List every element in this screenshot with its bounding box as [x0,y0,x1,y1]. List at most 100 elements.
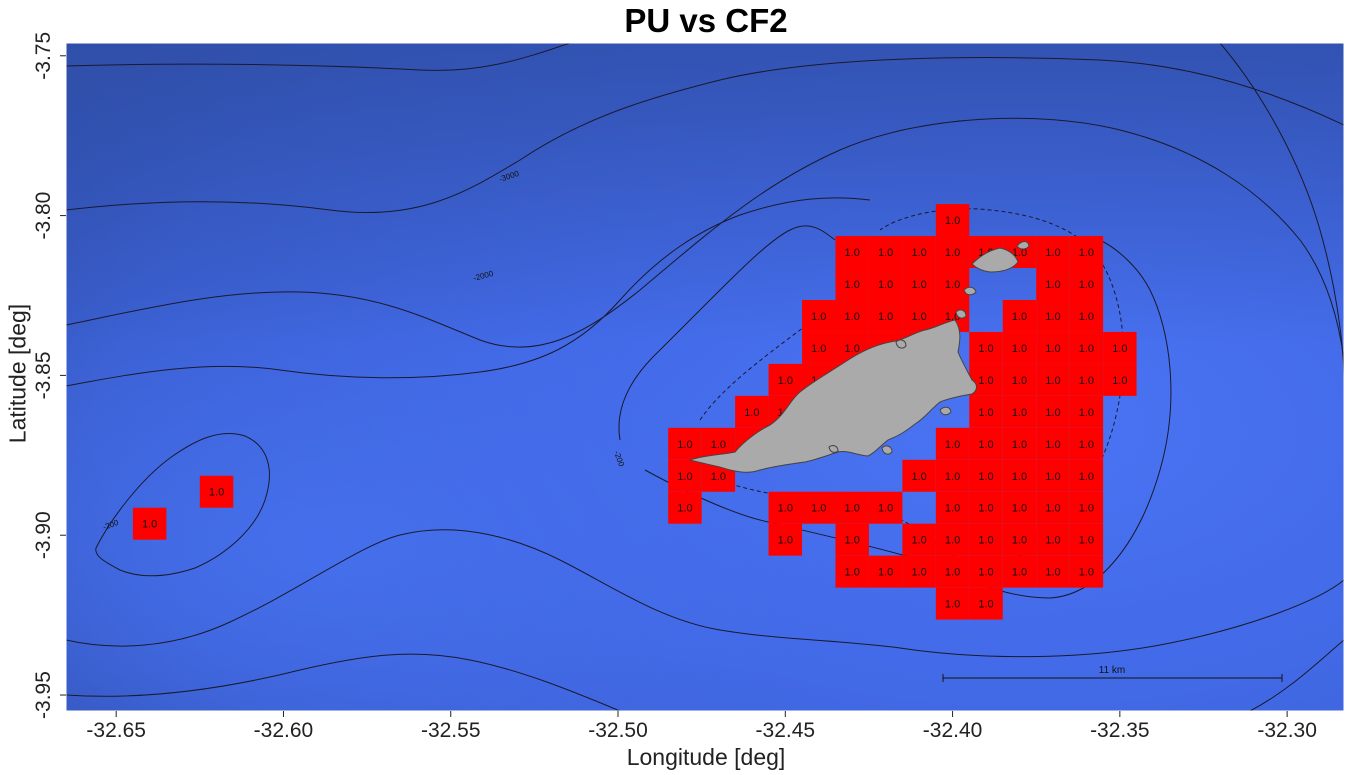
pu-cell [1002,523,1037,556]
pu-cell [902,299,936,332]
pu-cell [768,363,803,396]
pu-cell-value: 1.0 [845,343,860,355]
pu-cell-value: 1.0 [945,503,960,515]
pu-cell [1069,299,1104,332]
pu-cell-value: 1.0 [1045,247,1060,259]
pu-cell-value: 1.0 [1045,503,1060,515]
pu-cell [1002,395,1037,428]
pu-cell-value: 1.0 [878,311,893,323]
pu-cell-value: 1.0 [677,439,692,451]
pu-cell-value: 1.0 [945,567,960,579]
pu-cell-value: 1.0 [778,535,793,547]
pu-cell-value: 1.0 [978,503,993,515]
pu-cell-value: 1.0 [978,343,993,355]
pu-cell [668,459,702,492]
pu-cell-value: 1.0 [978,567,993,579]
pu-cell-value: 1.0 [811,343,826,355]
pu-cell-value: 1.0 [1079,407,1094,419]
pu-cell-value: 1.0 [845,535,860,547]
pu-cell-value: 1.0 [1045,471,1060,483]
pu-cell-value: 1.0 [1012,311,1027,323]
pu-cell [1002,459,1037,492]
pu-cell [768,523,803,556]
pu-cell-value: 1.0 [845,503,860,515]
pu-cell [132,507,167,540]
pu-cell [1069,363,1104,396]
pu-cell-value: 1.0 [811,311,826,323]
pu-cell [1002,491,1037,524]
pu-cell [1103,331,1137,364]
pu-cell [835,299,869,332]
pu-cell [902,268,936,300]
pu-cell [902,459,936,492]
pu-cell [868,236,903,269]
pu-cell [1069,459,1104,492]
pu-cell-value: 1.0 [978,439,993,451]
x-tick-label: -32.45 [756,719,816,742]
pu-cell-value: 1.0 [945,215,960,227]
pu-cell [802,491,836,524]
pu-cell [969,555,1003,588]
pu-cell-value: 1.0 [778,375,793,387]
y-tick-label: -3.95 [32,671,55,719]
pu-cell [868,268,903,300]
plot-frame [65,42,1345,712]
pu-cell-value: 1.0 [945,471,960,483]
pu-cell [935,459,970,492]
pu-cell-value: 1.0 [911,567,926,579]
pu-cell-value: 1.0 [1012,407,1027,419]
pu-cell [1036,236,1070,269]
pu-cell [1002,555,1037,588]
pu-cell-value: 1.0 [1012,343,1027,355]
pu-cell-value: 1.0 [911,535,926,547]
pu-cell-value: 1.0 [978,471,993,483]
pu-cell-value: 1.0 [978,375,993,387]
pu-cell [1069,331,1104,364]
pu-cell-value: 1.0 [1045,567,1060,579]
x-tick-label: -32.65 [86,719,146,742]
pu-cell-value: 1.0 [945,439,960,451]
pu-cell [935,523,970,556]
pu-cell-value: 1.0 [1079,503,1094,515]
pu-cell [1002,331,1037,364]
pu-cell-value: 1.0 [1012,567,1027,579]
pu-cell-value: 1.0 [1012,535,1027,547]
pu-cell [1036,459,1070,492]
pu-cell [902,523,936,556]
pu-cell [1069,427,1104,460]
pu-cell [935,491,970,524]
pu-cell [935,427,970,460]
pu-cell-value: 1.0 [1045,535,1060,547]
pu-cell-value: 1.0 [978,599,993,611]
pu-cell-value: 1.0 [911,471,926,483]
pu-cell [1002,299,1037,332]
pu-cell-value: 1.0 [1079,311,1094,323]
x-tick-label: -32.60 [254,719,314,742]
pu-cell-value: 1.0 [1079,247,1094,259]
pu-cell-value: 1.0 [1045,407,1060,419]
pu-cell-value: 1.0 [1079,535,1094,547]
pu-cell [199,475,234,508]
y-tick-label: -3.90 [32,511,55,559]
pu-cell-value: 1.0 [1012,503,1027,515]
pu-cell [1103,363,1137,396]
pu-cell [1002,363,1037,396]
pu-cell-value: 1.0 [1079,279,1094,291]
pu-cell-value: 1.0 [878,503,893,515]
pu-cell-value: 1.0 [677,503,692,515]
pu-cell [1069,523,1104,556]
pu-cell-value: 1.0 [1012,247,1027,259]
pu-cell [1036,299,1070,332]
pu-cell [735,395,769,428]
pu-cell [969,427,1003,460]
pu-cell [1036,427,1070,460]
pu-cell [835,268,869,300]
pu-cell-value: 1.0 [945,247,960,259]
pu-cell [835,236,869,269]
pu-cell [1069,268,1104,300]
pu-cell [835,491,869,524]
pu-cell-value: 1.0 [1112,343,1127,355]
pu-cell-value: 1.0 [811,503,826,515]
pu-cell-value: 1.0 [142,519,157,531]
